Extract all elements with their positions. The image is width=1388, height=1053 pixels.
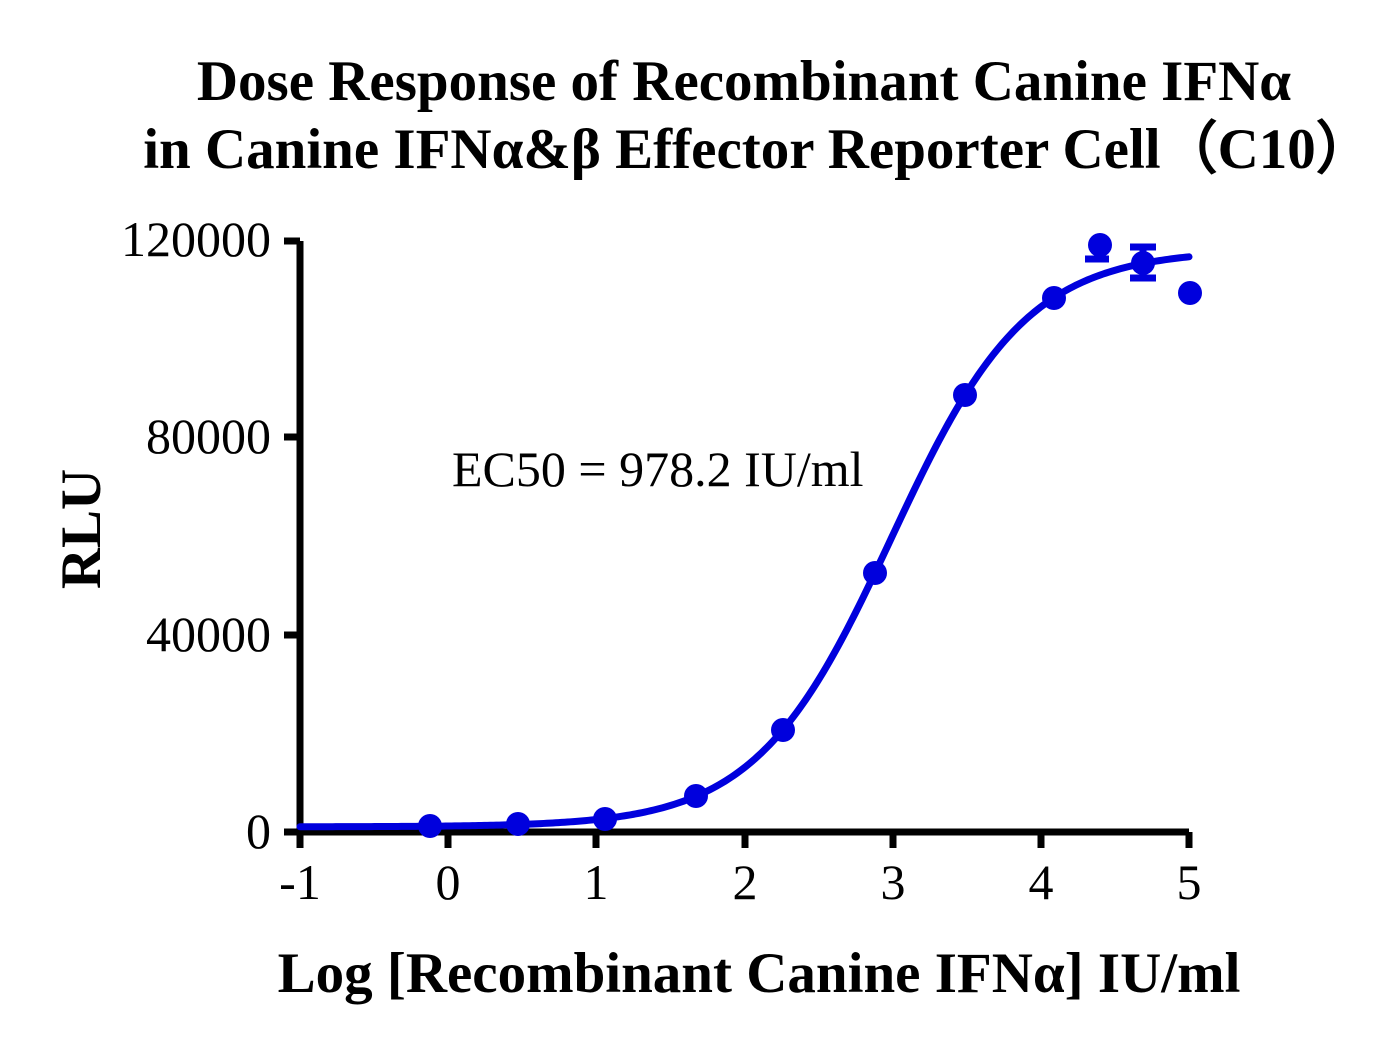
svg-text:Log [Recombinant Canine IFNα]: Log [Recombinant Canine IFNα] IU/ml	[278, 942, 1241, 1005]
svg-text:5: 5	[1177, 854, 1202, 910]
svg-text:0: 0	[246, 803, 271, 859]
svg-text:4: 4	[1029, 854, 1054, 910]
svg-text:2: 2	[733, 854, 758, 910]
svg-text:3: 3	[881, 854, 906, 910]
svg-text:EC50 = 978.2 IU/ml: EC50 = 978.2 IU/ml	[452, 441, 864, 497]
svg-text:1: 1	[584, 854, 609, 910]
svg-text:in Canine IFNα&β Effector Repo: in Canine IFNα&β Effector Reporter Cell（…	[143, 118, 1373, 181]
svg-text:-1: -1	[279, 854, 321, 910]
svg-text:RLU: RLU	[50, 469, 113, 589]
svg-text:Dose Response of Recombinant C: Dose Response of Recombinant Canine IFNα	[197, 50, 1291, 113]
svg-text:40000: 40000	[146, 606, 271, 662]
svg-text:80000: 80000	[146, 408, 271, 464]
svg-text:120000: 120000	[121, 211, 271, 267]
svg-text:0: 0	[436, 854, 461, 910]
